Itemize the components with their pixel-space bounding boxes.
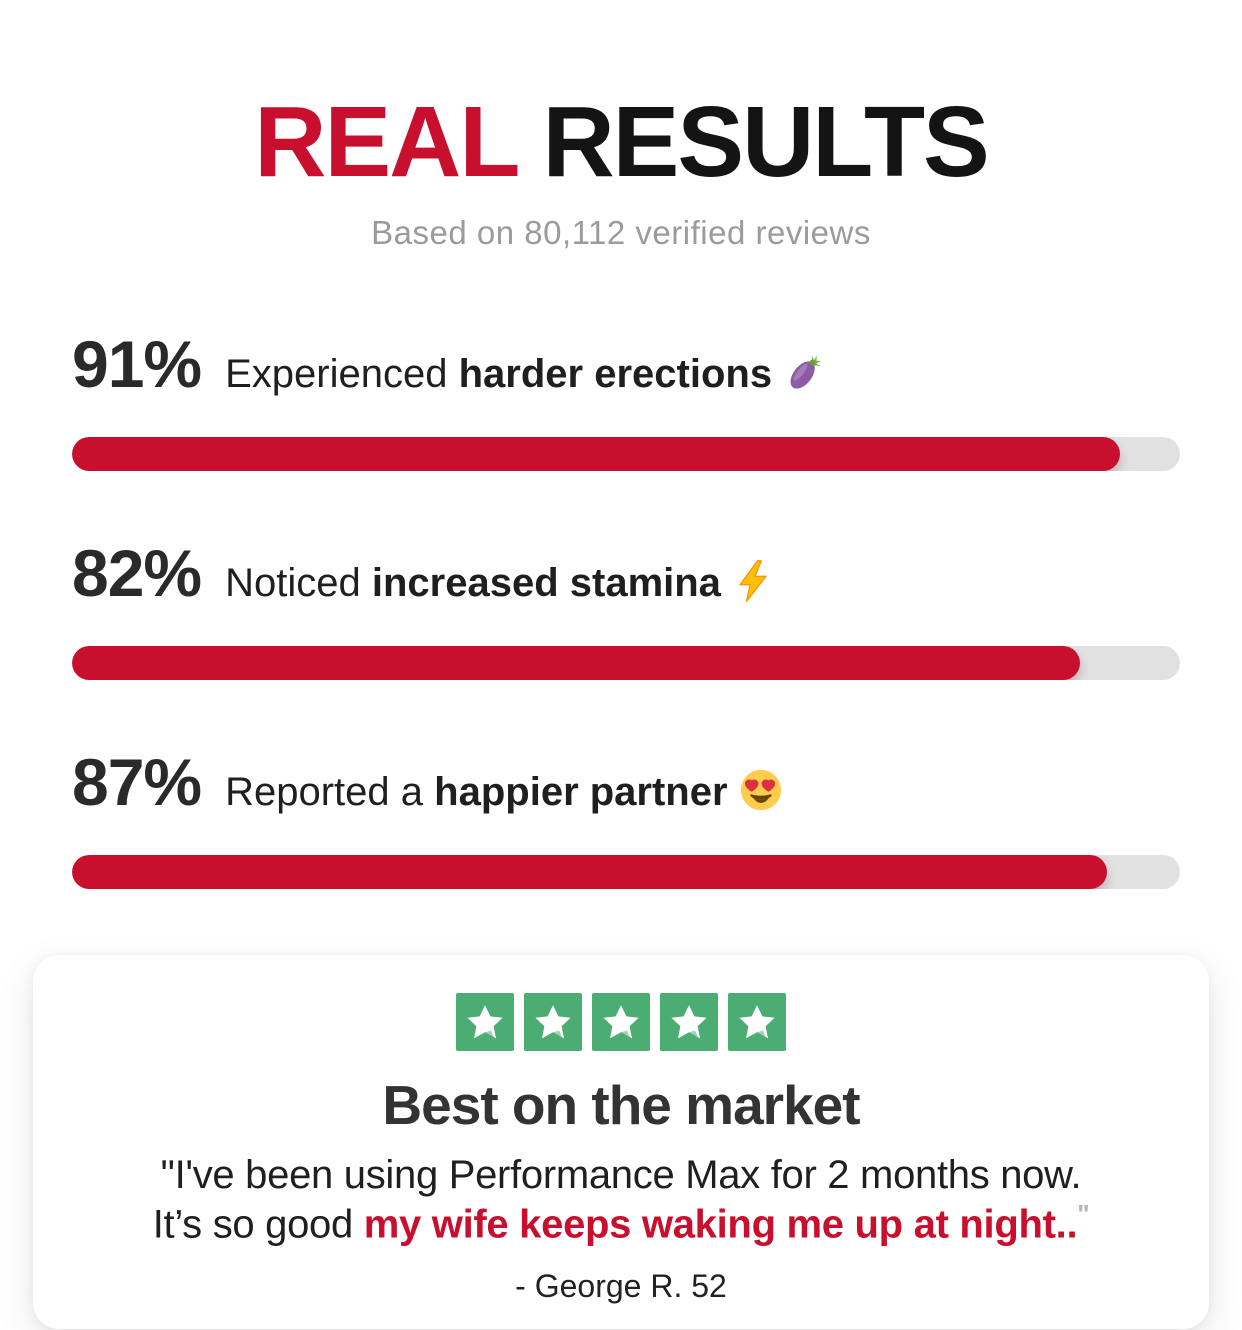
quote-line2-regular: It’s so good [152, 1202, 364, 1247]
testimonial-quote: "I've been using Performance Max for 2 m… [33, 1151, 1209, 1248]
star-icon [592, 993, 650, 1051]
star-icon [524, 993, 582, 1051]
stat-label: 82% Noticed increased stamina [72, 535, 1180, 614]
heart-eyes-emoji-icon [738, 767, 784, 823]
star-icon [660, 993, 718, 1051]
stat-text-bold: happier partner [434, 770, 728, 814]
trustpilot-star-rating [33, 993, 1209, 1051]
quote-line1: "I've been using Performance Max for 2 m… [160, 1153, 1082, 1197]
closing-quote-mark: " [1077, 1199, 1090, 1229]
stats-list: 91% Experienced harder erections 82% [0, 326, 1242, 889]
progress-bar-fill [72, 437, 1121, 471]
page-title: REAL RESULTS [0, 92, 1242, 192]
stat-text-regular: Reported a [225, 770, 424, 814]
stat-text-bold: harder erections [458, 352, 773, 396]
testimonial-heading: Best on the market [382, 1074, 860, 1136]
star-icon [728, 993, 786, 1051]
progress-bar-fill [72, 855, 1107, 889]
page-title-rest: RESULTS [542, 86, 989, 198]
stat-text-regular: Experienced [225, 352, 448, 396]
eggplant-emoji-icon [782, 349, 828, 405]
stat-row-happier-partner: 87% Reported a happier partner [72, 744, 1180, 889]
stat-label: 91% Experienced harder erections [72, 326, 1180, 405]
stat-text-bold: increased stamina [371, 561, 721, 605]
stat-label: 87% Reported a happier partner [72, 744, 1180, 823]
stat-percent: 82% [72, 536, 202, 610]
progress-bar-track [72, 437, 1180, 471]
progress-bar-track [72, 855, 1180, 889]
stat-percent: 87% [72, 745, 202, 819]
lightning-bolt-emoji-icon [731, 558, 775, 614]
stat-percent: 91% [72, 327, 202, 401]
stat-row-increased-stamina: 82% Noticed increased stamina [72, 535, 1180, 680]
quote-line2-highlight: my wife keeps waking me up at night.. [363, 1202, 1078, 1247]
page-title-accent: REAL [254, 86, 518, 198]
testimonial-card: Best on the market "I've been using Perf… [33, 955, 1209, 1329]
testimonial-attribution: - George R. 52 [515, 1268, 727, 1305]
header: REAL RESULTS Based on 80,112 verified re… [0, 0, 1242, 252]
star-icon [456, 993, 514, 1051]
stat-text-regular: Noticed [225, 561, 361, 605]
progress-bar-track [72, 646, 1180, 680]
stat-row-harder-erections: 91% Experienced harder erections [72, 326, 1180, 471]
reviews-subtitle: Based on 80,112 verified reviews [371, 214, 871, 251]
progress-bar-fill [72, 646, 1081, 680]
